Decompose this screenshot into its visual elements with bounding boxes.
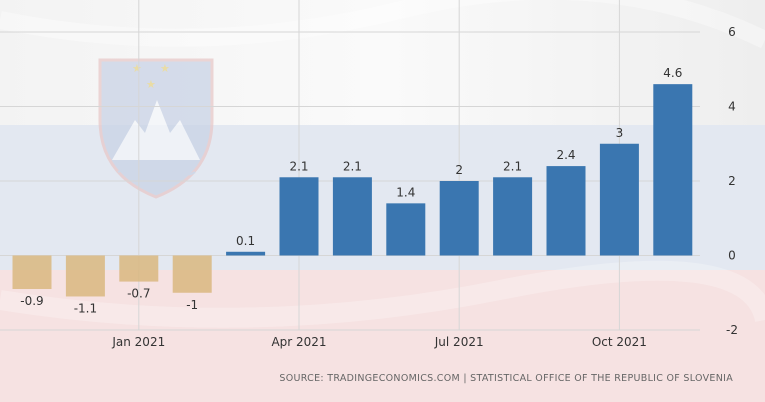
- x-tick-label-1: Apr 2021: [271, 335, 326, 349]
- bar-sep-2021: [546, 166, 586, 256]
- x-tick-label-3: Oct 2021: [592, 335, 647, 349]
- chart-data-labels: -0.9 -1.1 -0.7 -1 0.1 2.1 2.1 1.4 2 2.1 2.4 3 4.6: [20, 66, 682, 315]
- bar-dec-2020: [65, 255, 105, 297]
- data-label-8: 2: [455, 163, 463, 177]
- svg-text:★: ★: [146, 78, 156, 91]
- bar-may-2021: [332, 177, 372, 256]
- data-label-3: -1: [186, 298, 198, 312]
- flag-red-band: [0, 270, 765, 402]
- x-tick-label-0: Jan 2021: [111, 335, 165, 349]
- x-tick-label-2: Jul 2021: [434, 335, 484, 349]
- y-tick-label-4: 6: [728, 25, 736, 39]
- data-label-2: -0.7: [127, 287, 150, 301]
- data-label-6: 2.1: [343, 159, 362, 173]
- data-label-0: -0.9: [20, 294, 43, 308]
- y-tick-label-0: -2: [726, 323, 738, 337]
- bar-jan-2021: [119, 255, 159, 282]
- coat-of-arms-icon: ★ ★ ★: [98, 58, 214, 199]
- x-axis-ticks: Jan 2021 Apr 2021 Jul 2021 Oct 2021: [111, 335, 647, 349]
- data-label-4: 0.1: [236, 234, 255, 248]
- data-label-11: 3: [616, 126, 624, 140]
- bar-oct-2021: [599, 143, 639, 256]
- bar-mar-2021: [226, 251, 266, 256]
- bar-apr-2021: [279, 177, 319, 256]
- y-tick-label-1: 0: [728, 249, 736, 263]
- bar-nov-2021: [653, 84, 693, 256]
- bar-jul-2021: [439, 181, 479, 256]
- data-label-1: -1.1: [74, 301, 97, 315]
- data-label-10: 2.4: [556, 148, 575, 162]
- chart-bars: [12, 84, 693, 297]
- bar-aug-2021: [493, 177, 533, 256]
- svg-text:★: ★: [132, 62, 142, 75]
- data-label-9: 2.1: [503, 159, 522, 173]
- data-label-7: 1.4: [396, 185, 415, 199]
- svg-text:★: ★: [160, 62, 170, 75]
- data-label-12: 4.6: [663, 66, 682, 80]
- bar-jun-2021: [386, 203, 426, 256]
- y-axis-ticks: -2 0 2 4 6: [726, 25, 738, 337]
- data-label-5: 2.1: [289, 159, 308, 173]
- source-note: SOURCE: TRADINGECONOMICS.COM | STATISTIC…: [279, 373, 733, 384]
- bar-nov-2020: [12, 255, 52, 290]
- y-tick-label-3: 4: [728, 100, 736, 114]
- y-tick-label-2: 2: [728, 174, 736, 188]
- bar-feb-2021: [172, 255, 212, 293]
